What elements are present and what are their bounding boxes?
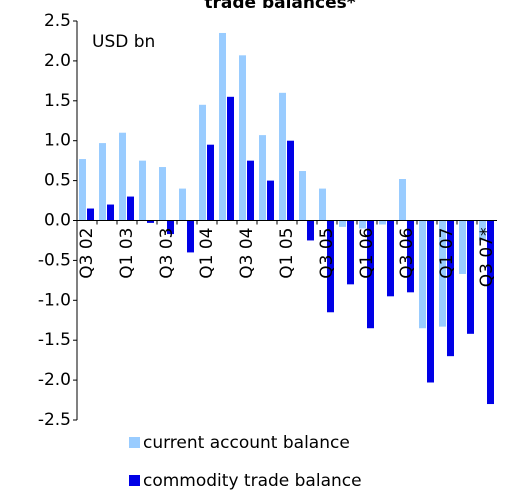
bar [387, 220, 394, 297]
x-tick-label: Q3 03 [157, 228, 177, 279]
bar [127, 196, 134, 221]
y-tick-label: -1.5 [38, 330, 71, 350]
bar [207, 144, 214, 221]
bar [327, 220, 334, 313]
chart-title: trade balances* [204, 0, 355, 13]
bar [459, 220, 466, 274]
x-tick-label: Q3 05 [317, 228, 337, 279]
bar [299, 171, 306, 221]
bar [319, 188, 326, 221]
bar [359, 220, 366, 229]
bar [287, 140, 294, 221]
y-tick-label: 2.5 [44, 11, 71, 31]
y-tick-label: -2.0 [38, 370, 71, 390]
bar [267, 180, 274, 221]
bar [419, 220, 426, 329]
bar [99, 143, 106, 221]
bar [439, 220, 446, 327]
y-tick-label: 0.5 [44, 171, 71, 191]
bar [139, 160, 146, 221]
y-tick-label: -0.5 [38, 250, 71, 270]
bar [379, 220, 386, 225]
y-tick-label: 1.0 [44, 131, 71, 151]
bar [279, 92, 286, 221]
bar [407, 220, 414, 293]
y-tick-label: 2.0 [44, 51, 71, 71]
bar [259, 135, 266, 221]
y-tick-label: -2.5 [38, 410, 71, 430]
x-tick-label: Q3 07* [477, 228, 497, 288]
bar [239, 55, 246, 221]
unit-annotation: USD bn [92, 32, 155, 52]
bar [227, 96, 234, 221]
legend-label: current account balance [143, 433, 350, 453]
x-tick-label: Q1 07 [437, 228, 457, 279]
bar [179, 188, 186, 221]
x-tick-label: Q1 05 [277, 228, 297, 279]
bar [199, 104, 206, 221]
bar [447, 220, 454, 357]
bar [147, 220, 154, 223]
bar [347, 220, 354, 285]
bar [247, 160, 254, 221]
bar [87, 208, 94, 221]
bar [159, 167, 166, 221]
bar [79, 159, 86, 221]
y-tick-label: -1.0 [38, 290, 71, 310]
bar [399, 179, 406, 221]
bar [467, 220, 474, 334]
bar [167, 220, 174, 235]
bar [219, 32, 226, 221]
bar [107, 204, 114, 221]
x-tick-label: Q1 03 [117, 228, 137, 279]
y-tick-label: 1.5 [44, 91, 71, 111]
bar [427, 220, 434, 383]
x-tick-label: Q3 02 [77, 228, 97, 279]
y-tick-label: 0.0 [44, 211, 71, 231]
bar [487, 220, 494, 405]
bar [479, 220, 486, 241]
bar [119, 132, 126, 221]
bar [339, 220, 346, 227]
x-tick-label: Q1 06 [357, 228, 377, 279]
x-tick-label: Q1 04 [197, 228, 217, 279]
x-tick-label: Q3 04 [237, 228, 257, 279]
legend-label: commodity trade balance [143, 471, 362, 491]
bar [187, 220, 194, 253]
bar [307, 220, 314, 241]
x-tick-label: Q3 06 [397, 228, 417, 279]
legend-swatch [129, 437, 140, 448]
legend-swatch [129, 475, 140, 486]
bar [367, 220, 374, 329]
